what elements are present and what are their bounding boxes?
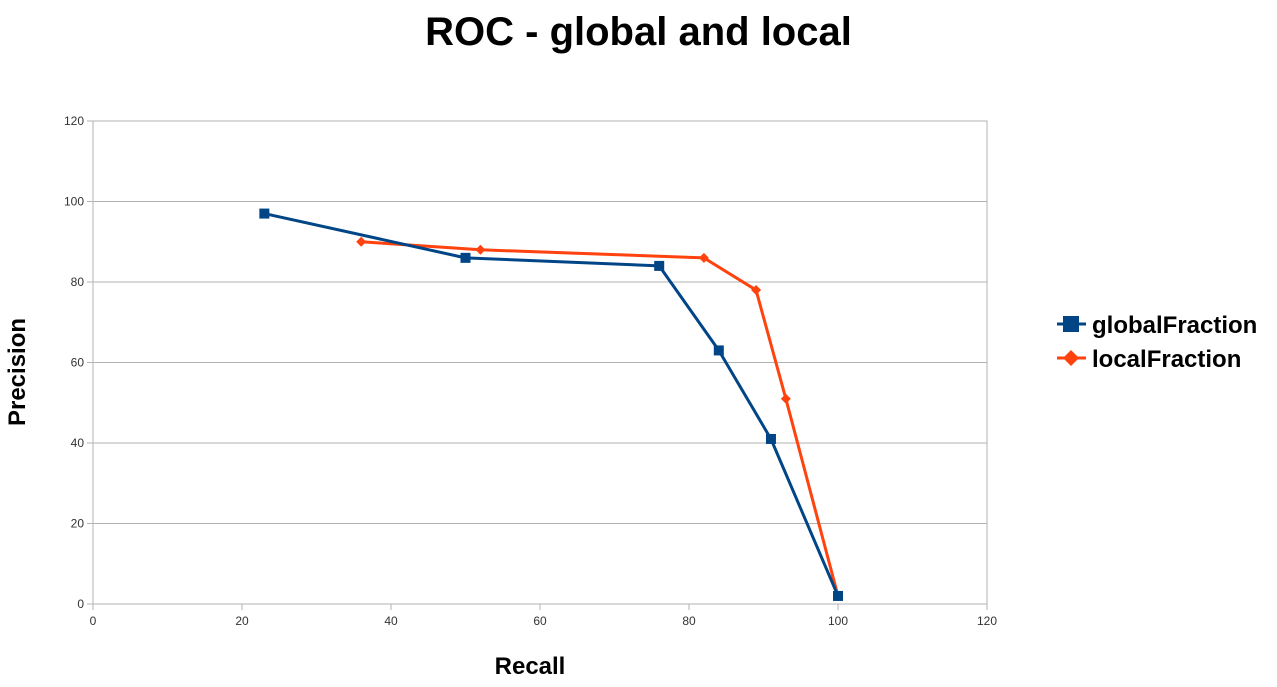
x-axis-title: Recall: [495, 653, 566, 680]
x-tick-label: 100: [828, 614, 848, 628]
axis-ticks: 0 20 40 60 80 100 120 0 20 40 60 80 100 120: [64, 114, 997, 628]
x-tick-label: 20: [235, 614, 249, 628]
y-tick-label: 40: [71, 436, 85, 450]
data-point-globalFraction: [654, 260, 665, 271]
data-point-globalFraction: [460, 252, 471, 263]
y-tick-label: 0: [77, 597, 84, 611]
y-tick-label: 100: [64, 195, 84, 209]
y-axis-title: Precision: [4, 318, 31, 426]
data-point-localFraction: [475, 244, 486, 255]
legend-item-localFraction: localFraction: [1057, 346, 1241, 373]
data-point-globalFraction: [833, 590, 843, 601]
data-point-globalFraction: [713, 345, 724, 356]
data-point-localFraction: [751, 285, 762, 296]
data-point-globalFraction: [765, 433, 776, 444]
series-globalFraction: [259, 208, 843, 601]
data-point-globalFraction: [259, 208, 270, 219]
legend-marker: [1063, 316, 1079, 332]
data-point-localFraction: [698, 252, 709, 263]
y-tick-label: 80: [71, 275, 85, 289]
series-line-localFraction: [361, 240, 840, 597]
y-tick-label: 20: [71, 517, 85, 531]
grid-lines: [93, 120, 987, 605]
legend: globalFraction localFraction: [1057, 312, 1257, 373]
data-point-localFraction: [780, 393, 791, 404]
data-point-localFraction: [356, 236, 367, 247]
x-tick-label: 0: [90, 614, 97, 628]
x-tick-label: 120: [977, 614, 997, 628]
series-line-globalFraction: [264, 212, 840, 597]
legend-label: globalFraction: [1092, 312, 1257, 339]
series-layer: [259, 208, 843, 601]
legend-marker: [1063, 350, 1079, 366]
legend-item-globalFraction: globalFraction: [1057, 312, 1257, 339]
legend-label: localFraction: [1092, 346, 1241, 373]
x-tick-label: 40: [384, 614, 398, 628]
chart-title: ROC - global and local: [425, 10, 852, 54]
x-tick-label: 80: [682, 614, 696, 628]
x-tick-label: 60: [533, 614, 547, 628]
y-tick-label: 120: [64, 114, 84, 128]
y-tick-label: 60: [71, 356, 85, 370]
series-localFraction: [356, 236, 843, 601]
